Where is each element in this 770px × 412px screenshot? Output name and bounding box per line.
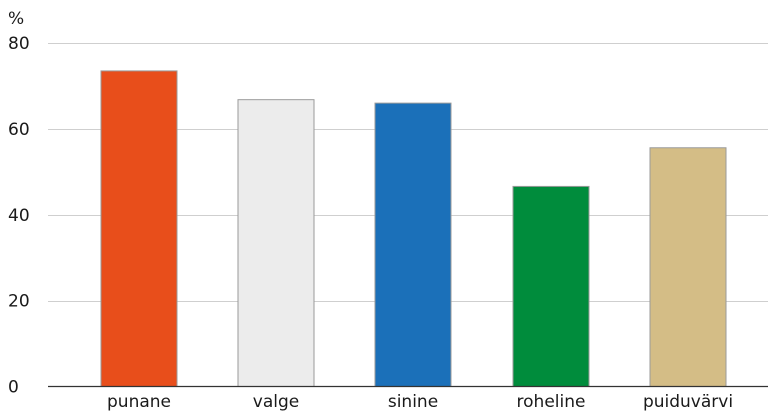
y-tick-label: 40 <box>8 206 30 226</box>
bar-roheline <box>512 185 590 387</box>
bars <box>100 70 727 388</box>
x-category-label: sinine <box>388 392 438 412</box>
x-axis-category-labels: punane valge sinine roheline puiduvärvi <box>107 392 733 412</box>
bar-puiduvärvi <box>649 147 727 387</box>
y-axis-unit-label: % <box>8 9 24 29</box>
bar-sinine <box>374 102 452 388</box>
bar-punane <box>100 70 178 388</box>
x-category-label: punane <box>107 392 171 412</box>
y-axis-tick-labels: 0 20 40 60 80 <box>8 34 30 398</box>
y-tick-label: 80 <box>8 34 30 54</box>
x-category-label: roheline <box>517 392 586 412</box>
x-category-label: puiduvärvi <box>643 392 733 412</box>
x-category-label: valge <box>253 392 299 412</box>
y-tick-label: 20 <box>8 292 30 312</box>
y-tick-label: 0 <box>8 378 19 398</box>
y-tick-label: 60 <box>8 120 30 140</box>
bar-valge <box>237 99 315 388</box>
